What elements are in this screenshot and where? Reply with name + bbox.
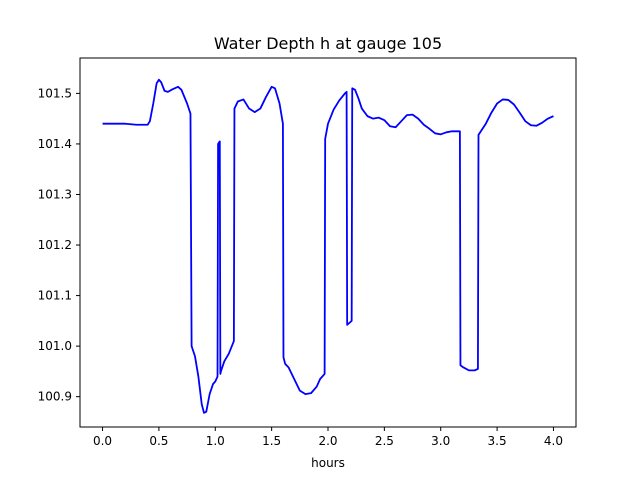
y-tick-label: 101.5 [38,86,72,100]
y-axis: 100.9 101.0 101.1 101.2 101.3 101.4 101.5 [38,86,80,404]
y-tick-label: 101.4 [38,137,72,151]
plot-area [102,78,554,414]
x-tick-label: 3.5 [488,434,507,448]
y-tick-label: 100.9 [38,390,72,404]
x-axis-label: hours [311,456,345,470]
y-tick-label: 101.1 [38,289,72,303]
y-tick-label: 101.3 [38,187,72,201]
x-axis: 0.0 0.5 1.0 1.5 2.0 2.5 3.0 3.5 4.0 [93,427,563,448]
x-tick-label: 1.0 [206,434,225,448]
x-tick-label: 0.0 [93,434,112,448]
x-tick-label: 4.0 [544,434,563,448]
y-tick-label: 101.2 [38,238,72,252]
x-tick-label: 2.5 [375,434,394,448]
x-tick-label: 0.5 [149,434,168,448]
chart-title: Water Depth h at gauge 105 [214,34,442,53]
x-tick-label: 2.0 [318,434,337,448]
x-tick-label: 1.5 [262,434,281,448]
series-line-water-depth [102,78,554,414]
y-tick-label: 101.0 [38,339,72,353]
x-tick-label: 3.0 [431,434,450,448]
